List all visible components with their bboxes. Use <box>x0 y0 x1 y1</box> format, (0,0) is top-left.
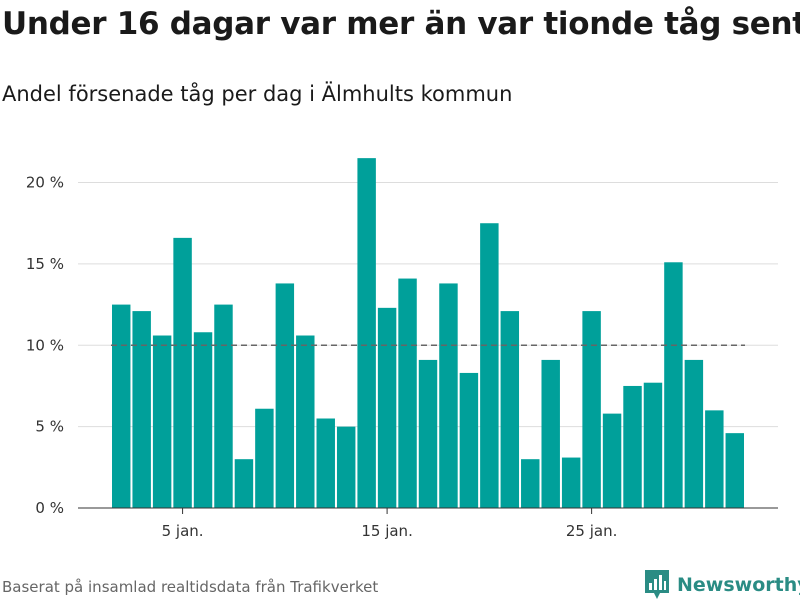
bar <box>500 311 520 508</box>
bar <box>336 426 356 508</box>
bar <box>357 158 376 509</box>
bar <box>541 359 560 508</box>
bar <box>561 457 581 508</box>
x-tick-label: 15 jan. <box>361 522 413 540</box>
y-tick-label: 0 % <box>35 499 64 517</box>
bar <box>234 459 254 508</box>
bar <box>296 335 315 508</box>
bar <box>275 283 295 508</box>
bar <box>582 311 601 508</box>
bar <box>152 335 172 508</box>
y-tick-label: 15 % <box>26 255 64 273</box>
bar <box>398 278 417 508</box>
chart-title: Under 16 dagar var mer än var tionde tåg… <box>2 6 800 42</box>
bar <box>377 307 397 508</box>
bar <box>112 304 131 508</box>
newsworthy-logo-icon <box>645 570 669 599</box>
x-tick-label: 5 jan. <box>162 522 204 540</box>
bar <box>602 413 622 508</box>
brand-logo[interactable]: Newsworthy <box>645 570 800 600</box>
bar <box>521 459 540 508</box>
bar <box>705 410 724 508</box>
bar <box>193 332 213 508</box>
y-tick-label: 5 % <box>35 418 64 436</box>
bar <box>459 372 479 508</box>
bar <box>623 385 642 508</box>
bar <box>173 237 192 508</box>
bar <box>480 223 499 508</box>
source-note: Baserat på insamlad realtidsdata från Tr… <box>2 578 379 596</box>
chart-subtitle: Andel försenade tåg per dag i Älmhults k… <box>2 82 513 106</box>
bar <box>643 382 663 508</box>
bar <box>725 433 744 508</box>
bar <box>316 418 335 508</box>
x-tick-label: 25 jan. <box>566 522 618 540</box>
brand-name: Newsworthy <box>677 574 800 596</box>
bar <box>214 304 233 508</box>
bar <box>684 359 704 508</box>
bar <box>418 359 438 508</box>
y-tick-label: 20 % <box>26 174 64 192</box>
y-tick-label: 10 % <box>26 336 64 354</box>
bar <box>255 408 274 508</box>
bar <box>439 283 458 508</box>
bar <box>664 262 683 508</box>
bar <box>132 311 151 508</box>
